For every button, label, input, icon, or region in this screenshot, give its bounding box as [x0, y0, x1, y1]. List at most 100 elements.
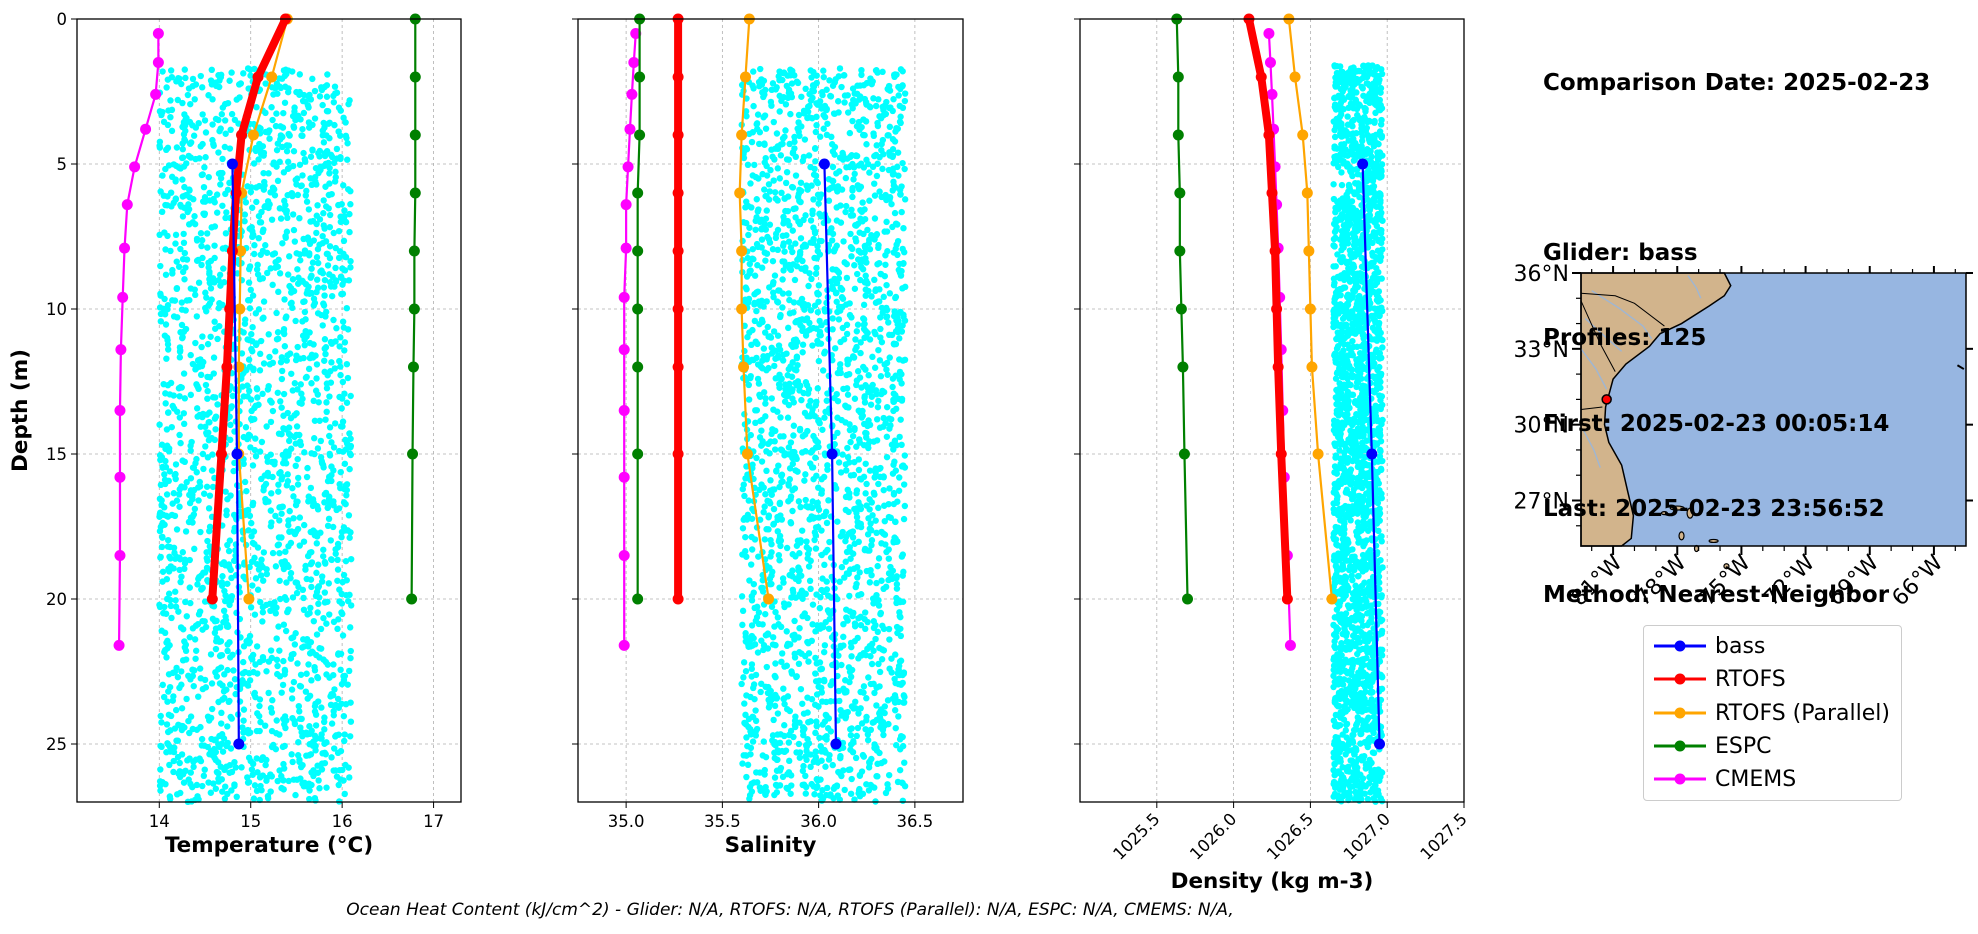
scatter-point	[269, 116, 276, 124]
scatter-point	[873, 67, 880, 74]
scatter-point	[338, 680, 346, 688]
scatter-point	[275, 335, 282, 342]
scatter-point	[164, 306, 171, 313]
scatter-point	[162, 246, 169, 253]
scatter-point	[761, 329, 769, 336]
scatter-point	[823, 736, 830, 743]
scatter-point	[160, 192, 167, 199]
scatter-point	[265, 689, 272, 697]
scatter-point	[317, 454, 325, 461]
scatter-point	[784, 324, 792, 332]
scatter-point	[775, 551, 783, 559]
scatter-point	[260, 169, 267, 177]
scatter-point	[193, 469, 200, 476]
scatter-point	[162, 390, 169, 397]
scatter-point	[200, 358, 207, 366]
scatter-point	[313, 276, 321, 283]
scatter-point	[328, 359, 335, 366]
scatter-point	[336, 598, 343, 605]
scatter-point	[781, 452, 788, 459]
scatter-point	[313, 569, 320, 577]
scatter-point	[847, 438, 854, 446]
scatter-point	[842, 537, 849, 545]
y-tick-label: 20	[46, 590, 67, 609]
scatter-point	[830, 785, 838, 792]
scatter-point	[760, 646, 767, 654]
scatter-point	[194, 383, 201, 390]
scatter-point	[191, 96, 198, 103]
scatter-point	[747, 180, 754, 187]
scatter-point	[821, 348, 829, 355]
scatter-point	[313, 631, 321, 638]
scatter-point	[330, 712, 337, 719]
scatter-point	[334, 556, 341, 564]
scatter-point	[851, 426, 858, 434]
scatter-point	[804, 427, 811, 435]
scatter-point	[156, 603, 164, 611]
scatter-point	[274, 777, 281, 785]
scatter-point	[881, 531, 889, 538]
scatter-point	[791, 617, 798, 625]
scatter-point	[220, 688, 228, 695]
scatter-point	[248, 766, 256, 773]
scatter-point	[886, 290, 894, 297]
scatter-point	[818, 689, 826, 696]
scatter-point	[899, 68, 906, 75]
scatter-point	[273, 656, 281, 664]
data-point	[763, 593, 775, 605]
scatter-point	[189, 360, 197, 368]
scatter-point	[762, 610, 769, 618]
scatter-point	[221, 671, 228, 678]
scatter-point	[322, 489, 330, 497]
scatter-point	[244, 297, 252, 304]
scatter-point	[857, 349, 864, 357]
scatter-point	[322, 560, 329, 567]
scatter-point	[781, 133, 788, 140]
scatter-point	[250, 668, 257, 676]
scatter-point	[901, 196, 909, 203]
scatter-point	[245, 387, 253, 395]
scatter-point	[205, 264, 212, 271]
scatter-point	[776, 499, 784, 506]
scatter-point	[796, 387, 803, 394]
scatter-point	[289, 162, 297, 170]
scatter-point	[168, 423, 175, 431]
scatter-point	[763, 526, 770, 533]
scatter-point	[178, 751, 186, 758]
scatter-point	[198, 735, 206, 743]
scatter-point	[166, 468, 174, 475]
scatter-point	[858, 720, 866, 727]
scatter-point	[862, 118, 870, 125]
scatter-point	[185, 717, 192, 725]
scatter-point	[180, 230, 187, 238]
scatter-point	[768, 344, 775, 351]
scatter-point	[283, 228, 291, 235]
scatter-point	[306, 787, 313, 794]
scatter-point	[807, 585, 814, 593]
scatter-point	[861, 394, 868, 402]
scatter-point	[777, 446, 785, 453]
scatter-point	[182, 307, 189, 314]
scatter-point	[745, 723, 752, 731]
scatter-point	[759, 584, 766, 592]
scatter-point	[802, 379, 810, 386]
scatter-point	[763, 250, 771, 257]
scatter-point	[198, 242, 205, 250]
scatter-point	[253, 266, 261, 273]
scatter-point	[291, 641, 299, 648]
scatter-point	[860, 301, 868, 309]
scatter-point	[165, 671, 173, 678]
scatter-point	[240, 433, 247, 441]
scatter-point	[795, 740, 803, 748]
scatter-point	[747, 374, 754, 382]
scatter-point	[863, 480, 870, 488]
scatter-point	[268, 490, 275, 497]
scatter-point	[294, 266, 301, 273]
scatter-point	[835, 316, 843, 323]
scatter-point	[242, 199, 250, 206]
scatter-point	[789, 507, 796, 515]
scatter-point	[186, 140, 194, 147]
scatter-point	[767, 536, 774, 544]
scatter-point	[744, 333, 751, 341]
